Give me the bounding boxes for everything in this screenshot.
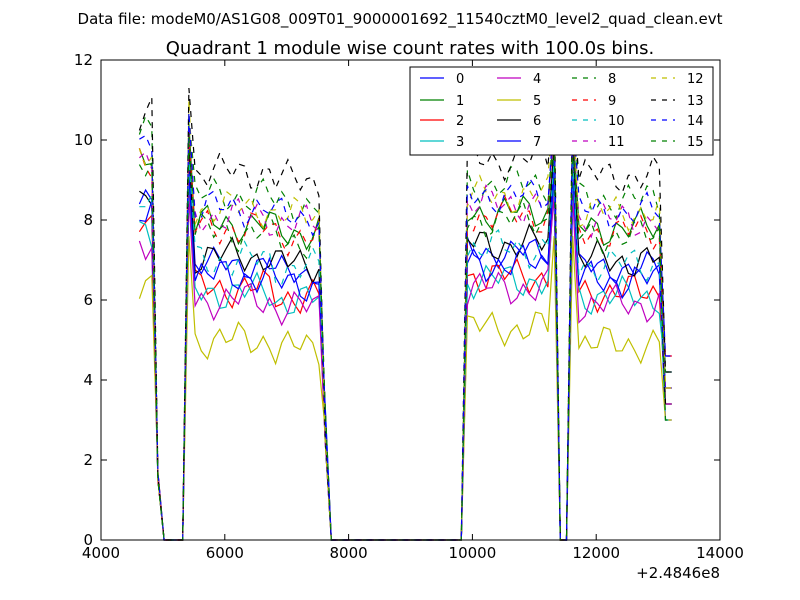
- legend-label-11: 11: [608, 135, 625, 150]
- y-tick-label: 4: [83, 371, 93, 389]
- series-line-6: [139, 143, 672, 541]
- series-line-12: [138, 99, 672, 541]
- legend-label-8: 8: [608, 72, 616, 87]
- y-tick-label: 2: [83, 451, 93, 469]
- y-tick-label: 0: [83, 531, 93, 549]
- legend-label-14: 14: [687, 114, 704, 129]
- series-line-11: [138, 127, 672, 541]
- series-line-10: [139, 159, 672, 541]
- legend-label-7: 7: [533, 135, 541, 150]
- legend-label-5: 5: [533, 94, 541, 109]
- legend-label-4: 4: [533, 72, 541, 87]
- plot-area: [138, 87, 672, 541]
- legend-label-2: 2: [456, 114, 464, 129]
- legend-label-6: 6: [533, 114, 541, 129]
- x-tick-label: 12000: [572, 544, 620, 562]
- legend-label-0: 0: [456, 72, 464, 87]
- series-line-4: [138, 195, 672, 541]
- x-tick-label: 4000: [82, 544, 120, 562]
- legend-label-1: 1: [456, 94, 464, 109]
- x-tick-label: 6000: [206, 544, 244, 562]
- series-line-14: [139, 111, 672, 541]
- series-line-15: [138, 135, 672, 541]
- y-tick-label: 10: [74, 131, 93, 149]
- series-line-1: [138, 123, 672, 541]
- y-tick-label: 8: [83, 211, 93, 229]
- series-line-8: [138, 114, 672, 541]
- x-tick-label: 10000: [449, 544, 497, 562]
- y-tick-label: 6: [83, 291, 93, 309]
- chart-title: Quadrant 1 module wise count rates with …: [166, 38, 655, 59]
- series-line-7: [139, 171, 672, 541]
- series-line-0: [138, 151, 672, 541]
- chart-supertitle: Data file: modeM0/AS1G08_009T01_90000016…: [78, 10, 723, 29]
- legend-box: [409, 66, 714, 156]
- x-offset-label: +2.4846e8: [636, 564, 720, 582]
- legend-label-15: 15: [687, 135, 704, 150]
- legend-label-12: 12: [687, 72, 704, 87]
- series-line-3: [139, 187, 672, 541]
- legend-label-13: 13: [687, 94, 704, 109]
- x-tick-label: 14000: [696, 544, 744, 562]
- legend-label-10: 10: [608, 114, 625, 129]
- y-tick-label: 12: [74, 51, 93, 69]
- legend-label-9: 9: [608, 94, 616, 109]
- legend-label-3: 3: [456, 135, 464, 150]
- x-tick-label: 8000: [330, 544, 368, 562]
- series-line-9: [138, 135, 672, 541]
